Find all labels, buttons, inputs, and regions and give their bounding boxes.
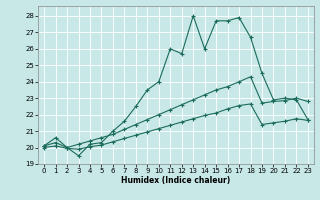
X-axis label: Humidex (Indice chaleur): Humidex (Indice chaleur) — [121, 176, 231, 185]
